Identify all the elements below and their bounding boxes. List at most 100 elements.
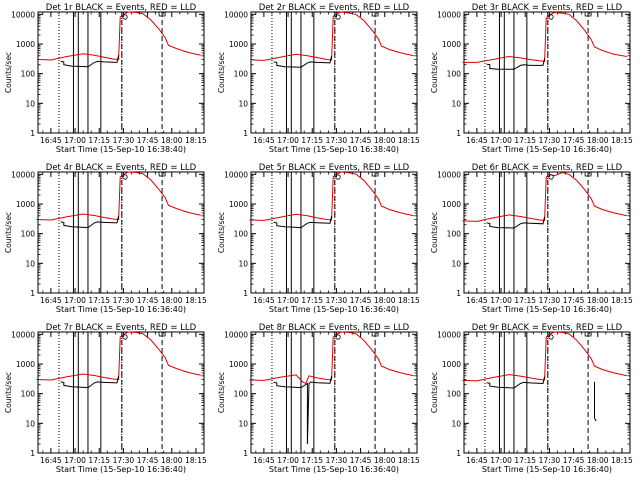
y-tick-label: 1000 — [229, 40, 248, 49]
circle-marker — [335, 174, 341, 180]
events-series-line — [60, 375, 120, 389]
circle-marker — [335, 14, 341, 20]
lld-series-line — [462, 171, 627, 222]
plot-frame — [463, 331, 631, 454]
y-tick-label: 10 — [238, 259, 248, 268]
x-tick-label: 18:15 — [185, 456, 207, 465]
y-tick-label: 10 — [238, 419, 248, 428]
x-tick-label: 17:30 — [113, 456, 135, 465]
y-tick-label: 10000 — [437, 170, 461, 179]
y-tick-label: 1000 — [229, 200, 248, 209]
x-tick-label: 18:15 — [398, 456, 420, 465]
x-tick-label: 18:00 — [161, 296, 183, 305]
chart-title: Det 9r BLACK = Events, RED = LLD — [472, 323, 623, 333]
lld-series-line — [249, 171, 414, 221]
x-tick-label: 18:00 — [587, 296, 609, 305]
y-tick-label: 100 — [447, 390, 462, 399]
x-tick-label: 17:45 — [563, 456, 585, 465]
y-tick-label: 10000 — [437, 10, 461, 19]
x-tick-label: 18:15 — [611, 456, 633, 465]
y-tick-label: 1 — [30, 289, 35, 298]
x-tick-label: 18:00 — [374, 136, 396, 145]
x-tick-label: 16:45 — [40, 136, 62, 145]
y-axis-label: Counts/sec — [217, 212, 226, 253]
x-axis-label: Start Time (15-Sep-10 16:36:40) — [482, 145, 612, 154]
y-tick-label: 1000 — [442, 200, 461, 209]
x-tick-label: 17:30 — [539, 136, 561, 145]
x-tick-label: 16:45 — [466, 456, 488, 465]
circle-marker — [122, 334, 128, 340]
x-tick-label: 17:15 — [514, 456, 536, 465]
y-axis-label: Counts/sec — [4, 372, 13, 413]
x-tick-label: 16:45 — [466, 296, 488, 305]
x-tick-label: 17:15 — [88, 136, 110, 145]
y-tick-label: 1 — [30, 129, 35, 138]
x-tick-label: 18:15 — [611, 296, 633, 305]
chart-title: Det 7r BLACK = Events, RED = LLD — [46, 323, 197, 333]
y-tick-label: 10 — [451, 259, 461, 268]
x-axis-label: Start Time (15-Sep-10 16:38:40) — [269, 145, 399, 154]
chart-title: Det 8r BLACK = Events, RED = LLD — [259, 323, 410, 333]
y-axis-label: Counts/sec — [4, 212, 13, 253]
y-tick-label: 100 — [234, 390, 249, 399]
plot-frame — [463, 11, 631, 134]
events-series-line — [273, 215, 333, 229]
lld-series-line — [36, 331, 201, 381]
x-tick-label: 17:00 — [64, 456, 86, 465]
x-tick-label: 18:15 — [185, 296, 207, 305]
bracket-marker — [158, 12, 166, 17]
bracket-marker — [584, 172, 592, 177]
lld-series-line — [249, 331, 414, 385]
chart-panel-7: Det 7r BLACK = Events, RED = LLD 1 10 100 10… — [4, 323, 207, 474]
y-tick-label: 1000 — [16, 200, 35, 209]
y-axis-label: Counts/sec — [217, 52, 226, 93]
plot-frame — [250, 331, 418, 454]
y-tick-label: 1 — [456, 289, 461, 298]
chart-title: Det 1r BLACK = Events, RED = LLD — [46, 3, 197, 13]
y-tick-label: 10000 — [437, 330, 461, 339]
chart-title: Det 2r BLACK = Events, RED = LLD — [259, 3, 410, 13]
x-tick-label: 17:45 — [137, 136, 159, 145]
circle-marker — [122, 174, 128, 180]
bracket-marker — [158, 332, 166, 337]
x-tick-label: 17:45 — [137, 296, 159, 305]
chart-title: Det 3r BLACK = Events, RED = LLD — [472, 3, 623, 13]
chart-panel-6: Det 6r BLACK = Events, RED = LLD 1 10 100 10… — [430, 163, 633, 314]
bracket-marker — [371, 12, 379, 17]
x-tick-label: 16:45 — [40, 296, 62, 305]
chart-title: Det 6r BLACK = Events, RED = LLD — [472, 163, 623, 173]
x-tick-label: 17:30 — [326, 456, 348, 465]
x-tick-label: 18:15 — [398, 296, 420, 305]
y-tick-label: 1000 — [16, 40, 35, 49]
y-tick-label: 10000 — [11, 330, 35, 339]
x-axis-label: Start Time (15-Sep-10 16:36:40) — [56, 305, 186, 314]
bracket-marker — [584, 332, 592, 337]
events-series-line — [486, 216, 546, 229]
plot-frame — [37, 331, 205, 454]
y-tick-label: 100 — [21, 70, 36, 79]
x-tick-label: 17:45 — [563, 296, 585, 305]
x-tick-label: 17:00 — [490, 136, 512, 145]
x-tick-label: 18:00 — [374, 296, 396, 305]
x-tick-label: 17:15 — [514, 136, 536, 145]
y-axis-label: Counts/sec — [430, 212, 439, 253]
y-tick-label: 10 — [25, 419, 35, 428]
x-axis-label: Start Time (15-Sep-10 16:36:40) — [269, 305, 399, 314]
y-tick-label: 1 — [243, 129, 248, 138]
x-tick-label: 18:00 — [374, 456, 396, 465]
x-axis-label: Start Time (15-Sep-10 16:36:40) — [482, 305, 612, 314]
x-tick-label: 17:00 — [277, 136, 299, 145]
y-tick-label: 10000 — [224, 170, 248, 179]
x-tick-label: 17:30 — [113, 136, 135, 145]
y-tick-label: 1 — [30, 449, 35, 458]
y-tick-label: 1000 — [16, 360, 35, 369]
y-tick-label: 10000 — [224, 10, 248, 19]
y-tick-label: 10000 — [11, 170, 35, 179]
x-tick-label: 16:45 — [466, 136, 488, 145]
y-tick-label: 1 — [243, 289, 248, 298]
events-series-line — [273, 375, 333, 445]
x-tick-label: 17:45 — [563, 136, 585, 145]
y-tick-label: 100 — [21, 230, 36, 239]
x-tick-label: 18:15 — [398, 136, 420, 145]
y-tick-label: 1000 — [229, 360, 248, 369]
